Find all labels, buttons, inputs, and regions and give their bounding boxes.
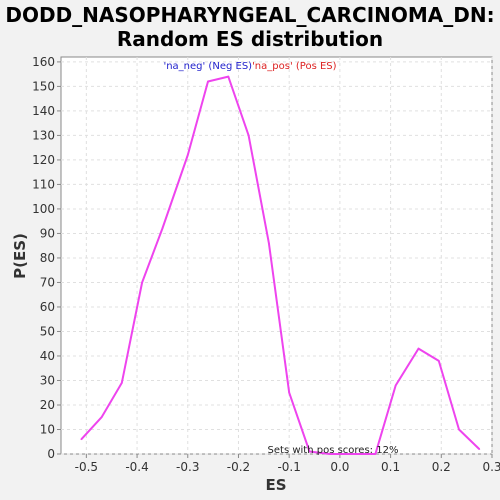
es-data-point	[80, 438, 83, 441]
es-data-point	[328, 453, 331, 455]
es-data-point	[186, 154, 189, 156]
x-tick-label: -0.2	[227, 460, 250, 474]
es-data-point	[207, 80, 209, 83]
x-tick-label: 0.2	[432, 460, 451, 474]
x-tick-label: -0.4	[125, 460, 148, 474]
grid-layer	[61, 57, 493, 455]
axis-layer: 0 10 20 30 40 50 60 70 80 90 100 110 120 130 140 150 160…	[32, 55, 500, 474]
y-tick-label: 50	[40, 324, 55, 338]
y-tick-label: 10	[40, 422, 55, 436]
y-tick-label: 140	[32, 104, 55, 118]
es-data-point	[161, 227, 164, 230]
es-data-point	[121, 382, 123, 384]
y-tick-label: 20	[40, 398, 55, 412]
pos-scores-annotation: Sets with pos scores: 12%	[268, 445, 399, 456]
y-tick-label: 150	[32, 79, 55, 93]
y-tick-label: 110	[32, 177, 55, 191]
es-data-point	[308, 450, 311, 453]
x-tick-label: 0.1	[381, 460, 400, 474]
es-data-point	[458, 428, 460, 431]
series-layer	[80, 75, 481, 455]
legend-entry-neg: 'na_neg' (Neg ES)	[163, 61, 252, 72]
es-data-point	[478, 448, 481, 450]
es-data-point	[394, 384, 397, 387]
y-tick-label: 120	[32, 153, 55, 167]
x-tick-label: 0.3	[482, 460, 500, 474]
chart-title-line-1: DODD_NASOPHARYNGEAL_CARCINOMA_DN:	[5, 3, 494, 27]
es-data-point	[268, 242, 270, 245]
y-tick-label: 0	[47, 447, 55, 461]
es-data-point	[417, 347, 420, 350]
es-data-point	[354, 453, 356, 455]
es-distribution-line	[80, 75, 480, 455]
x-tick-label: -0.1	[277, 460, 300, 474]
es-data-point	[227, 75, 230, 78]
y-tick-label: 80	[40, 251, 55, 265]
y-tick-label: 30	[40, 373, 55, 387]
y-tick-label: 60	[40, 300, 55, 314]
y-tick-label: 160	[32, 55, 55, 69]
legend: 'na_neg' (Neg ES)'na_pos' (Pos ES)	[163, 61, 336, 72]
x-tick-label: 0.0	[330, 460, 349, 474]
y-axis-label: P(ES)	[11, 233, 29, 279]
legend-entry-pos: 'na_pos' (Pos ES)	[252, 61, 337, 72]
es-data-point	[100, 416, 103, 419]
y-tick-label: 130	[32, 128, 55, 142]
es-data-point	[288, 391, 290, 394]
es-data-point	[247, 134, 250, 137]
x-tick-label: -0.3	[176, 460, 199, 474]
es-data-point	[374, 453, 377, 455]
es-data-point	[141, 281, 143, 284]
y-tick-label: 70	[40, 275, 55, 289]
x-axis-label: ES	[265, 476, 286, 494]
chart-title-line-2: Random ES distribution	[117, 27, 383, 51]
y-tick-label: 100	[32, 202, 55, 216]
y-tick-label: 40	[40, 349, 55, 363]
y-tick-label: 90	[40, 226, 55, 240]
x-tick-label: -0.5	[75, 460, 98, 474]
plot-area	[60, 56, 493, 455]
es-data-point	[437, 360, 440, 362]
